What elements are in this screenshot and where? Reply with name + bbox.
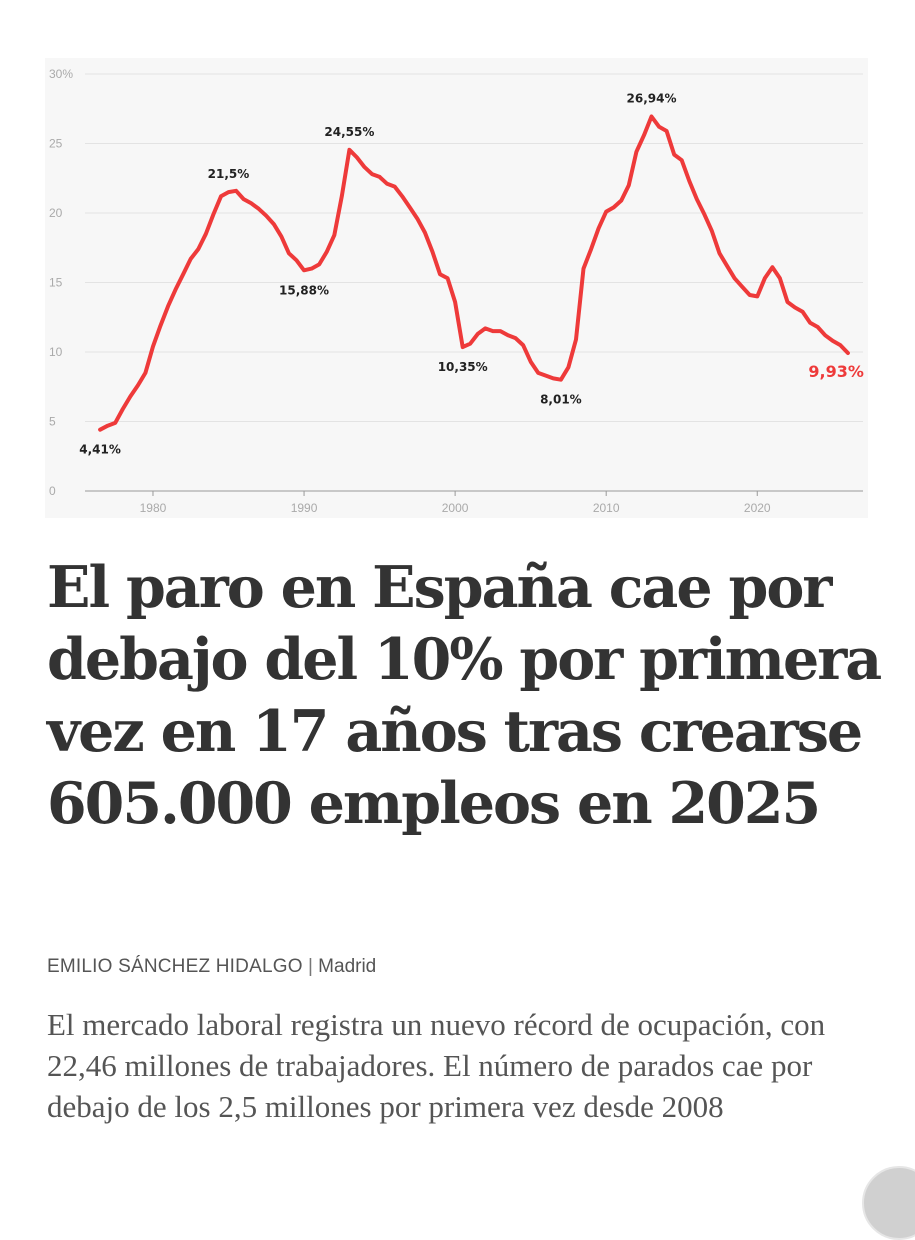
y-tick-label: 0 [49, 484, 56, 498]
x-tick-label: 2020 [744, 501, 771, 515]
x-tick-label: 2010 [593, 501, 620, 515]
x-tick-label: 1990 [291, 501, 318, 515]
byline-separator: | [307, 956, 313, 977]
x-tick-label: 1980 [140, 501, 167, 515]
data-point-label: 10,35% [438, 360, 488, 374]
unemployment-rate-line [98, 114, 850, 432]
y-tick-label: 20 [49, 206, 63, 220]
chart-tick-labels: 0 5 10 15 20 25 30% 1980 1990 2000 2010 2020 [49, 67, 771, 515]
data-point-label: 4,41% [79, 443, 121, 457]
y-tick-label: 15 [49, 276, 63, 290]
data-point-label: 8,01% [540, 393, 582, 407]
byline-location: Madrid [318, 956, 377, 977]
floating-action-icon[interactable] [862, 1166, 915, 1240]
latest-value-label: 9,93% [808, 362, 864, 381]
data-point-label: 15,88% [279, 283, 329, 297]
headline: El paro en España cae por debajo del 10%… [47, 554, 882, 837]
chart-gridlines [85, 73, 863, 496]
article-lede: El mercado laboral registra un nuevo réc… [47, 1007, 826, 1124]
unemployment-chart: 0 5 10 15 20 25 30% 1980 1990 2000 2010 2020 4,41% 2… [45, 58, 868, 518]
y-tick-label: 25 [49, 137, 63, 151]
x-tick-label: 2000 [442, 501, 469, 515]
data-point-label: 26,94% [627, 92, 677, 106]
byline: EMILIO SÁNCHEZ HIDALGO | Madrid [47, 956, 376, 978]
data-point-label: 24,55% [324, 125, 374, 139]
author-name[interactable]: EMILIO SÁNCHEZ HIDALGO [47, 956, 303, 977]
data-point-label: 21,5% [208, 167, 250, 181]
y-tick-label: 5 [49, 415, 56, 429]
chart-data-labels: 4,41% 21,5% 15,88% 24,55% 10,35% 8,01% 26,94% 9… [79, 92, 864, 457]
y-tick-label: 10 [49, 345, 63, 359]
y-tick-label: 30% [49, 67, 73, 81]
chart-svg: 0 5 10 15 20 25 30% 1980 1990 2000 2010 2020 4,41% 2… [49, 67, 864, 515]
